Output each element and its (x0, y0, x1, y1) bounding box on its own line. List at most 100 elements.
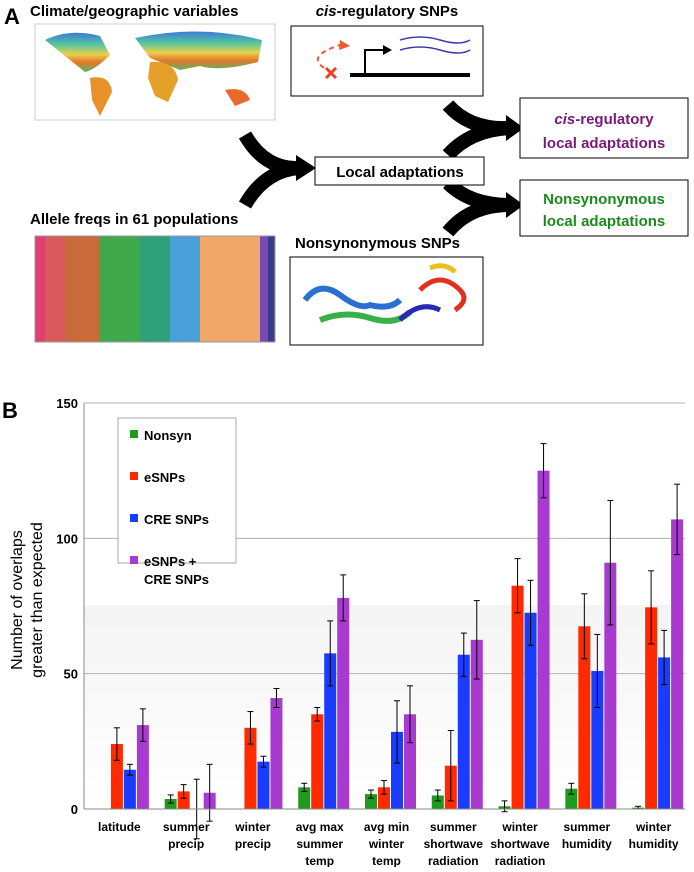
legend-label: CRE SNPs (144, 512, 209, 527)
x-tick-label: winter humidity (629, 820, 679, 851)
cis-out-box (519, 97, 689, 159)
bar (524, 612, 537, 809)
bar (136, 725, 149, 809)
bar (671, 519, 684, 809)
bar (511, 585, 524, 809)
nonsyn-out-line1: Nonsynonymous (543, 191, 665, 208)
bar-chart: 0 50 100 150 Number of overlaps greater than … (9, 396, 685, 868)
error-bar (473, 600, 480, 680)
error-bar (607, 499, 614, 626)
error-bar (273, 688, 280, 708)
bar (298, 787, 311, 809)
error-bar (381, 780, 387, 795)
error-bar (501, 800, 508, 813)
legend-swatch (130, 430, 138, 438)
error-bar (340, 574, 347, 622)
bar (645, 607, 658, 809)
protein-image (289, 256, 484, 346)
bar (391, 731, 403, 809)
bar (537, 470, 550, 809)
error-bar (648, 570, 655, 645)
error-bar (407, 685, 413, 744)
error-bar (368, 789, 374, 799)
error-bar (674, 483, 681, 556)
bar (177, 791, 190, 809)
error-bar (206, 763, 213, 822)
bar (311, 714, 324, 809)
error-bar (447, 730, 454, 802)
error-bar (568, 782, 575, 795)
nonsyn-out-box (519, 179, 689, 237)
cis-out-line2: local adaptations (543, 135, 666, 152)
bar (337, 597, 350, 809)
y-axis-label: Number of overlaps greater than expected (9, 522, 46, 678)
cis-italic: cis (316, 3, 337, 20)
error-bar (126, 763, 133, 776)
error-bar (460, 632, 467, 677)
cis-out-line1: cis-regulatory (554, 111, 654, 128)
legend (117, 417, 237, 564)
legend-label: eSNPs + CRE SNPs (144, 554, 209, 587)
error-bar (661, 629, 668, 685)
x-tick-label: latitude (98, 820, 141, 834)
bar (404, 714, 416, 809)
error-bar (527, 579, 534, 646)
cis-out-italic: cis (554, 111, 575, 128)
error-bar (514, 558, 521, 614)
bar (457, 654, 470, 809)
x-tick-label: avg min winter temp (364, 820, 409, 867)
error-bar (594, 633, 601, 708)
climate-title: Climate/geographic variables (30, 3, 238, 20)
error-bar (139, 708, 146, 742)
bar (257, 761, 270, 809)
cis-title: cis-regulatory SNPs (316, 3, 459, 20)
bar (244, 727, 257, 809)
y-tick-label: 150 (56, 396, 78, 411)
cis-out-rest: -regulatory (575, 111, 654, 128)
nonsyn-out-line2: local adaptations (543, 213, 666, 230)
allele-freq-plot (34, 235, 276, 343)
bar (658, 657, 671, 809)
error-bar (394, 700, 400, 764)
arrows (238, 100, 511, 237)
local-box (314, 156, 485, 186)
bar (270, 698, 283, 809)
legend-swatch (130, 514, 138, 522)
bar (164, 798, 177, 809)
legend-swatch (130, 556, 138, 564)
legend-box (117, 417, 237, 564)
x-tick-label: winter shortwave radiation (490, 820, 550, 867)
error-bar (581, 593, 588, 660)
local-label: Local adaptations (336, 164, 464, 181)
y-tick-label: 100 (56, 531, 78, 546)
legend-label: eSNPs (144, 470, 185, 485)
error-bar (113, 727, 120, 761)
bar (378, 787, 390, 809)
legend-label: Nonsyn (144, 428, 192, 443)
arrow-heads (296, 115, 524, 218)
error-bar (180, 784, 187, 799)
panel-label: A (4, 4, 20, 29)
bar (431, 795, 444, 809)
legend-swatch (130, 472, 138, 480)
bar (470, 639, 483, 809)
panel-label: B (2, 398, 18, 423)
bar (591, 670, 604, 809)
error-bar (247, 711, 254, 745)
bar (578, 626, 591, 809)
bar (123, 769, 136, 809)
y-tick-label: 0 (71, 802, 78, 817)
x-tick-label: summer shortwave radiation (424, 820, 484, 867)
error-bar (327, 620, 334, 687)
y-tick-label: 50 (64, 667, 78, 682)
error-bar (434, 789, 441, 802)
error-bar (260, 755, 267, 768)
allele-title: Allele freqs in 61 populations (30, 211, 238, 228)
bar (324, 653, 337, 809)
x-tick-label: avg max summer temp (296, 820, 344, 867)
error-bar (314, 707, 321, 722)
cis-rest: -regulatory SNPs (337, 3, 459, 20)
x-tick-label: winter precip (234, 820, 271, 851)
cis-diagram (290, 25, 484, 97)
bar (604, 562, 617, 809)
